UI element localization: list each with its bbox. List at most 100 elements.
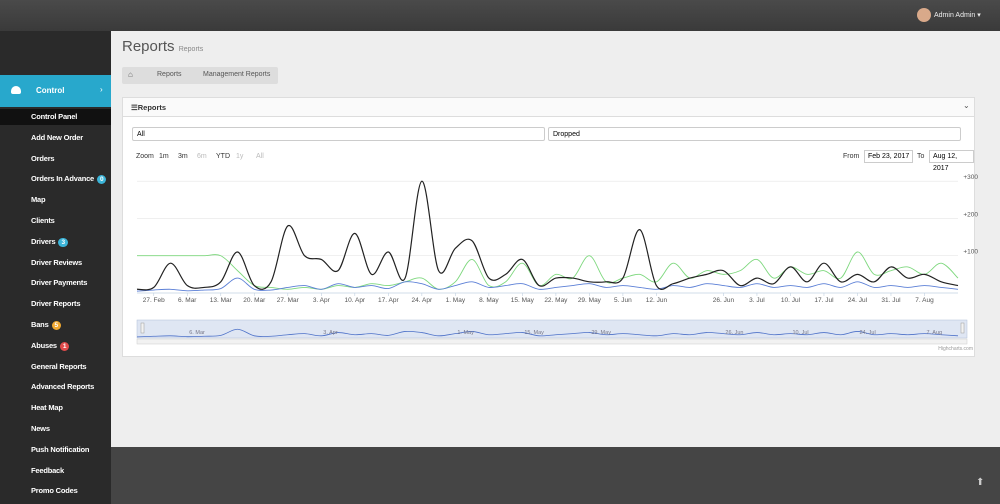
title: Reports [122,38,175,55]
x-tick-label: 24. Jul [848,297,868,304]
menu-item[interactable]: Control Panel [31,112,77,121]
x-tick-label: 17. Jul [814,297,834,304]
crumb[interactable]: Management Reports [203,71,271,78]
x-tick-label: 3. Jul [749,297,765,304]
menu-label[interactable]: Driver Payments [31,278,88,288]
sidebar: Control › Control Panel Add New Order Orde… [0,31,111,504]
zoom-button[interactable]: 1y [236,153,244,160]
menu-label[interactable]: Heat Map [31,403,63,413]
zoom-button[interactable]: 6m [197,153,207,160]
x-tick-label: 27. Mar [277,297,300,304]
menu-label[interactable]: Driver Reviews [31,257,82,267]
select[interactable]: All [132,127,545,141]
menu-item[interactable]: Driver Reports [31,299,81,309]
menu-item[interactable]: Push Notification [31,445,89,454]
menu-label[interactable]: Control [36,86,65,95]
menu-item[interactable]: Driver Reviews [31,258,82,267]
menu-item[interactable]: Promo Codes [31,486,78,495]
menu-item[interactable]: Orders [31,153,55,163]
user-name[interactable]: Admin Admin [934,12,976,19]
menu-label[interactable]: Push Notification [31,444,90,454]
menu-label[interactable]: Promo Codes [31,486,78,496]
menu-label[interactable]: Bans [31,320,49,329]
menu-item[interactable]: Drivers 3 [31,237,68,247]
x-tick-label: 26. Jun [713,297,735,304]
select[interactable]: Dropped [548,127,961,141]
avatar [917,8,931,22]
series-line [136,180,959,291]
menu-label[interactable]: Add New Order [31,132,83,142]
collapse[interactable]: ⌄ [963,101,970,110]
home-icon[interactable]: ⌂ [128,70,133,79]
y-tick-label: +200 [963,211,978,218]
zoom-button[interactable]: YTD [216,153,230,160]
navigator-handle[interactable] [140,322,145,334]
x-tick-label: 27. Feb [143,297,165,304]
menu-label[interactable]: News [31,424,50,433]
menu-label[interactable]: Feedback [31,465,64,475]
x-tick-label: 10. Apr [345,297,366,304]
menu-label[interactable]: Advanced Reports [31,382,95,392]
top-bar: Admin Admin ▾ [0,0,1000,31]
x-tick-label: 31. Jul [881,297,901,304]
x-tick-label: 7. Aug [915,297,934,304]
menu-highlight [0,109,111,125]
subtitle: Reports [178,46,204,53]
navigator-label: 26. Jun [725,330,743,336]
menu-item[interactable]: Clients [31,216,55,225]
series-line [136,277,959,292]
menu-active[interactable]: Control › [0,75,111,107]
x-tick-label: 15. May [511,297,535,304]
navigator-label: 24. Jul [859,330,875,336]
menu-item[interactable]: News [31,424,50,433]
x-tick-label: 5. Jun [614,297,632,304]
menu-item[interactable]: General Reports [31,361,87,371]
badge: 0 [97,175,107,185]
menu-item[interactable]: Bans 5 [31,320,61,330]
menu-item[interactable]: Orders In Advance 0 [31,174,107,185]
from-label: From [843,153,860,160]
menu-item[interactable]: Abuses 1 [31,340,70,351]
menu-item[interactable]: Add New Order [31,133,83,142]
navigator-label: 15. May [524,330,544,336]
scrollbar[interactable] [136,338,968,345]
page-title: Reports Reports [122,38,203,55]
menu-label[interactable]: Clients [31,216,55,225]
menu-label[interactable]: General Reports [31,361,87,371]
crumb[interactable]: Reports [157,71,182,78]
menu-item[interactable]: Advanced Reports [31,382,94,391]
navigator-label: 3. Apr [323,330,338,336]
x-tick-label: 13. Mar [210,297,233,304]
to-label: To [917,153,925,160]
menu-label[interactable]: Map [31,195,46,205]
x-tick-label: 6. Mar [178,297,197,304]
menu-item[interactable]: Map [31,195,46,205]
menu-label[interactable]: Orders [31,153,55,163]
menu-item[interactable]: Heat Map [31,403,63,412]
user-menu[interactable]: Admin Admin ▾ [934,12,981,19]
zoom-button[interactable]: 1m [159,153,169,160]
menu-item[interactable]: Driver Payments [31,278,87,287]
navigator-label: 10. Jul [792,330,808,336]
menu-item[interactable]: Feedback [31,466,64,475]
scroll-top[interactable]: ⬆ [976,477,985,488]
credit: Highcharts.com [938,346,973,352]
badge: 5 [51,321,61,330]
menu-label[interactable]: Abuses [31,340,57,350]
menu-label[interactable]: Drivers [31,236,56,246]
menu-label[interactable]: Orders In Advance [31,174,95,184]
badge: 1 [59,341,70,351]
menu-label[interactable]: Driver Reports [31,299,81,309]
navigator-label: 6. Mar [189,330,205,336]
x-tick-label: 3. Apr [313,297,331,304]
zoom-button[interactable]: All [256,153,264,160]
from-input[interactable]: Feb 23, 2017 [864,150,914,163]
navigator-handle[interactable] [960,322,965,334]
x-tick-label: 17. Apr [378,297,399,304]
menu-label[interactable]: Control Panel [31,112,78,121]
x-tick-label: 20. Mar [243,297,266,304]
zoom-button[interactable]: 3m [178,153,188,160]
breadcrumb: ⌂ Reports Management Reports [122,67,278,84]
to-input[interactable]: Aug 12, 2017 [929,150,974,172]
